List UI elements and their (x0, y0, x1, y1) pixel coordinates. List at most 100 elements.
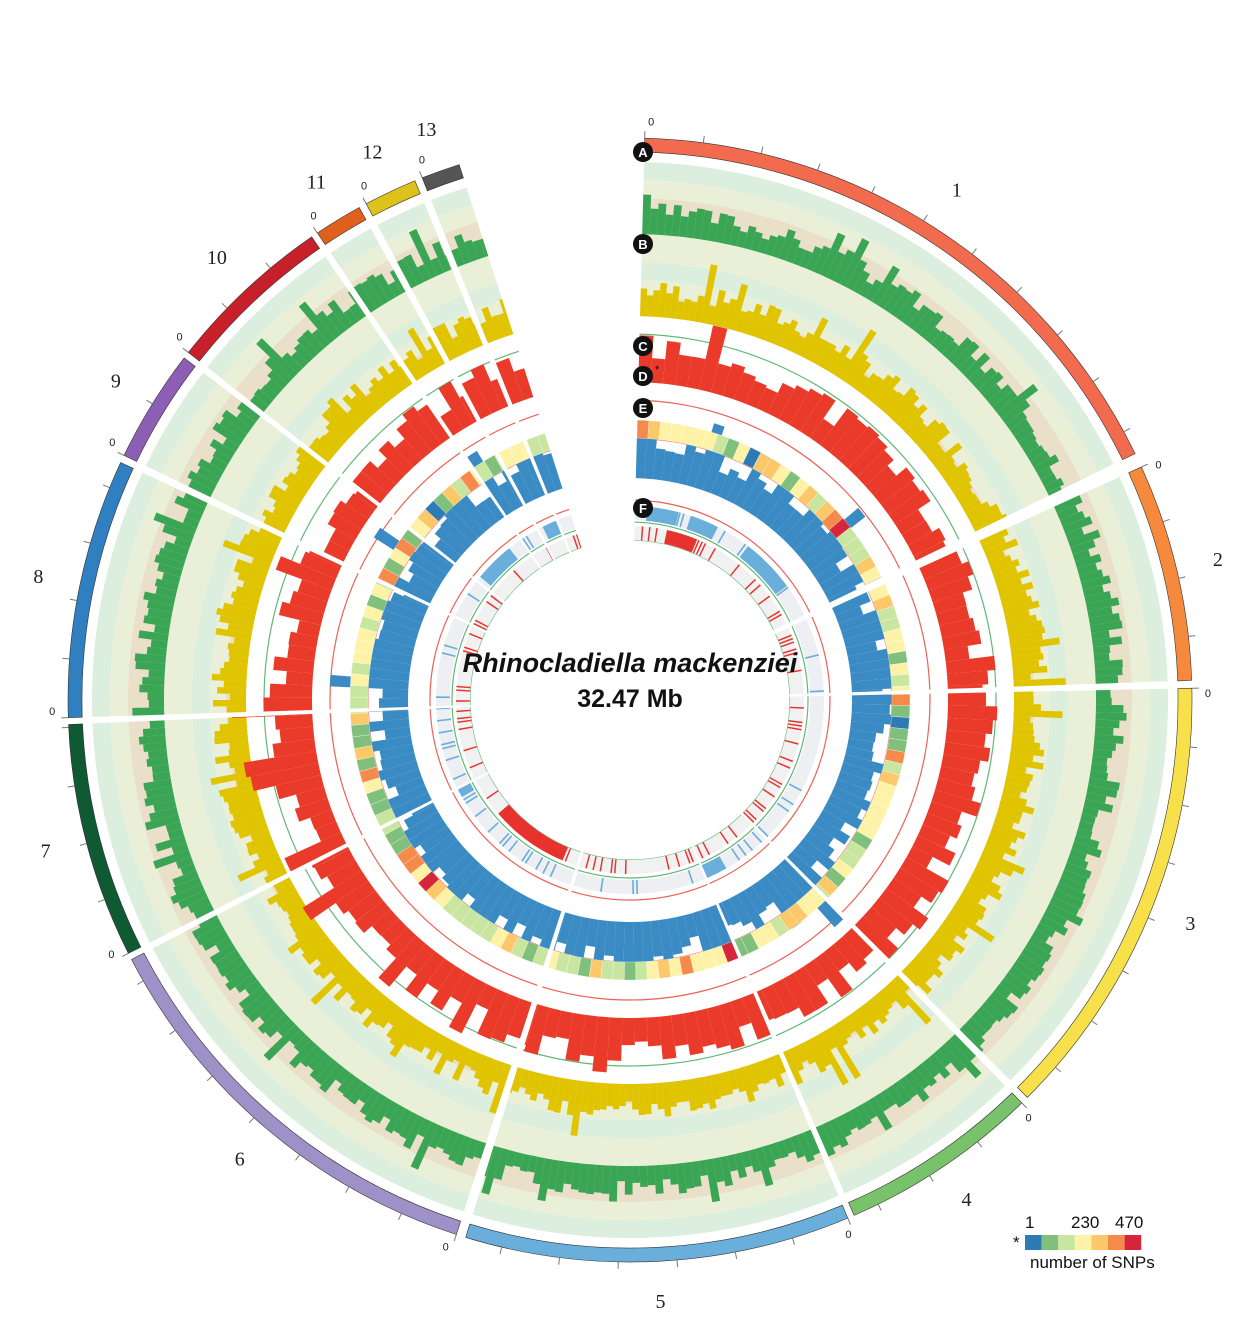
histogram-bar (656, 203, 667, 236)
histogram-bar (547, 1159, 560, 1190)
histogram-bar (634, 1017, 648, 1042)
histogram-bar (263, 517, 287, 533)
histogram-bar (251, 557, 271, 570)
histogram-bar (321, 410, 352, 440)
track-band (340, 244, 389, 283)
histogram-bar (840, 762, 874, 782)
chromosome-2-start: 0 (1155, 460, 1161, 472)
histogram-bar (621, 1017, 635, 1046)
heatmap-cell (865, 576, 882, 586)
histogram-bar (268, 490, 299, 512)
histogram-bar (848, 1107, 866, 1131)
track-E-badge: E (633, 398, 653, 418)
histogram-bar (393, 1108, 412, 1135)
histogram-bar (1094, 667, 1123, 677)
feature-mark (441, 740, 456, 746)
histogram-bar (570, 1080, 584, 1136)
histogram-bar (196, 924, 226, 946)
histogram-bar (139, 684, 165, 693)
histogram-bar (366, 667, 410, 682)
histogram-bar (1072, 549, 1091, 562)
histogram-bar (741, 478, 767, 513)
feature-mark (505, 549, 516, 562)
histogram-bar (619, 1083, 626, 1106)
histogram-bar (1013, 673, 1031, 681)
feature-mark (640, 526, 644, 541)
histogram-bar (623, 921, 634, 970)
histogram-bar (845, 746, 874, 762)
histogram-bar (923, 943, 942, 960)
histogram-bar (907, 527, 946, 557)
histogram-bar (543, 452, 563, 491)
histogram-bar (729, 283, 749, 331)
histogram-bar (210, 770, 254, 786)
chromosome-tick (791, 1237, 795, 1245)
feature-mark (686, 515, 718, 540)
histogram-bar (879, 887, 929, 930)
histogram-bar (185, 509, 203, 522)
histogram-bar (824, 944, 850, 972)
histogram-bar (356, 988, 381, 1015)
histogram-bar (415, 543, 453, 574)
histogram-bar (142, 677, 165, 686)
histogram-bar (342, 394, 370, 423)
heatmap-cell (494, 454, 504, 472)
histogram-bar (386, 927, 417, 959)
histogram-bar (378, 440, 414, 476)
track-band (643, 180, 1098, 480)
histogram-bar (650, 358, 666, 384)
histogram-bar (955, 898, 985, 921)
histogram-bar (987, 833, 1012, 848)
histogram-bar (135, 661, 166, 671)
histogram-bar (791, 335, 805, 355)
histogram-bar (755, 1146, 774, 1187)
histogram-bar (315, 821, 341, 842)
badge-circle (633, 498, 653, 518)
histogram-bar (1008, 758, 1044, 770)
histogram-bar (782, 508, 818, 545)
chromosome-tick (871, 186, 876, 193)
reference-circle (485, 602, 504, 631)
chromosome-tick (97, 899, 105, 903)
histogram-bar (1073, 834, 1100, 850)
histogram-bar (752, 313, 766, 339)
histogram-bar (430, 965, 466, 1011)
chromosome-tick (558, 1257, 561, 1265)
histogram-bar (294, 343, 314, 364)
feature-mark (674, 853, 681, 868)
histogram-bar (333, 971, 363, 1002)
histogram-bar (573, 916, 591, 959)
histogram-bar (1039, 915, 1069, 936)
histogram-bar (850, 720, 885, 734)
chromosome-tick (817, 163, 821, 171)
histogram-bar (1085, 792, 1107, 804)
track-A-badge: A (633, 142, 653, 162)
histogram-bar (507, 998, 532, 1039)
histogram-bar (715, 1072, 728, 1097)
chromosome-tick (702, 135, 705, 143)
reference-circle (535, 514, 554, 524)
track-band (396, 331, 436, 365)
chromosome-tick (182, 347, 189, 353)
feature-mark (599, 857, 604, 872)
histogram-bar (142, 727, 166, 737)
histogram-bar (1090, 763, 1108, 773)
chromosome-6-band (131, 952, 462, 1235)
histogram-bar (868, 374, 894, 403)
histogram-bar (464, 316, 483, 348)
feature-mark (647, 527, 651, 542)
histogram-bar (775, 321, 791, 347)
histogram-bar (263, 1024, 301, 1061)
feature-mark (654, 528, 658, 543)
chromosome-12-label: 12 (362, 141, 382, 163)
histogram-bar (901, 520, 933, 546)
legend-swatch (1058, 1235, 1075, 1250)
histogram-bar (823, 568, 871, 600)
histogram-bar (143, 615, 171, 628)
histogram-bar (803, 831, 835, 858)
reference-circle (489, 552, 530, 591)
histogram-bar (898, 1076, 918, 1099)
badge-letter: E (639, 401, 648, 416)
legend-swatch (1041, 1235, 1059, 1250)
feature-ring-inner (743, 696, 804, 824)
